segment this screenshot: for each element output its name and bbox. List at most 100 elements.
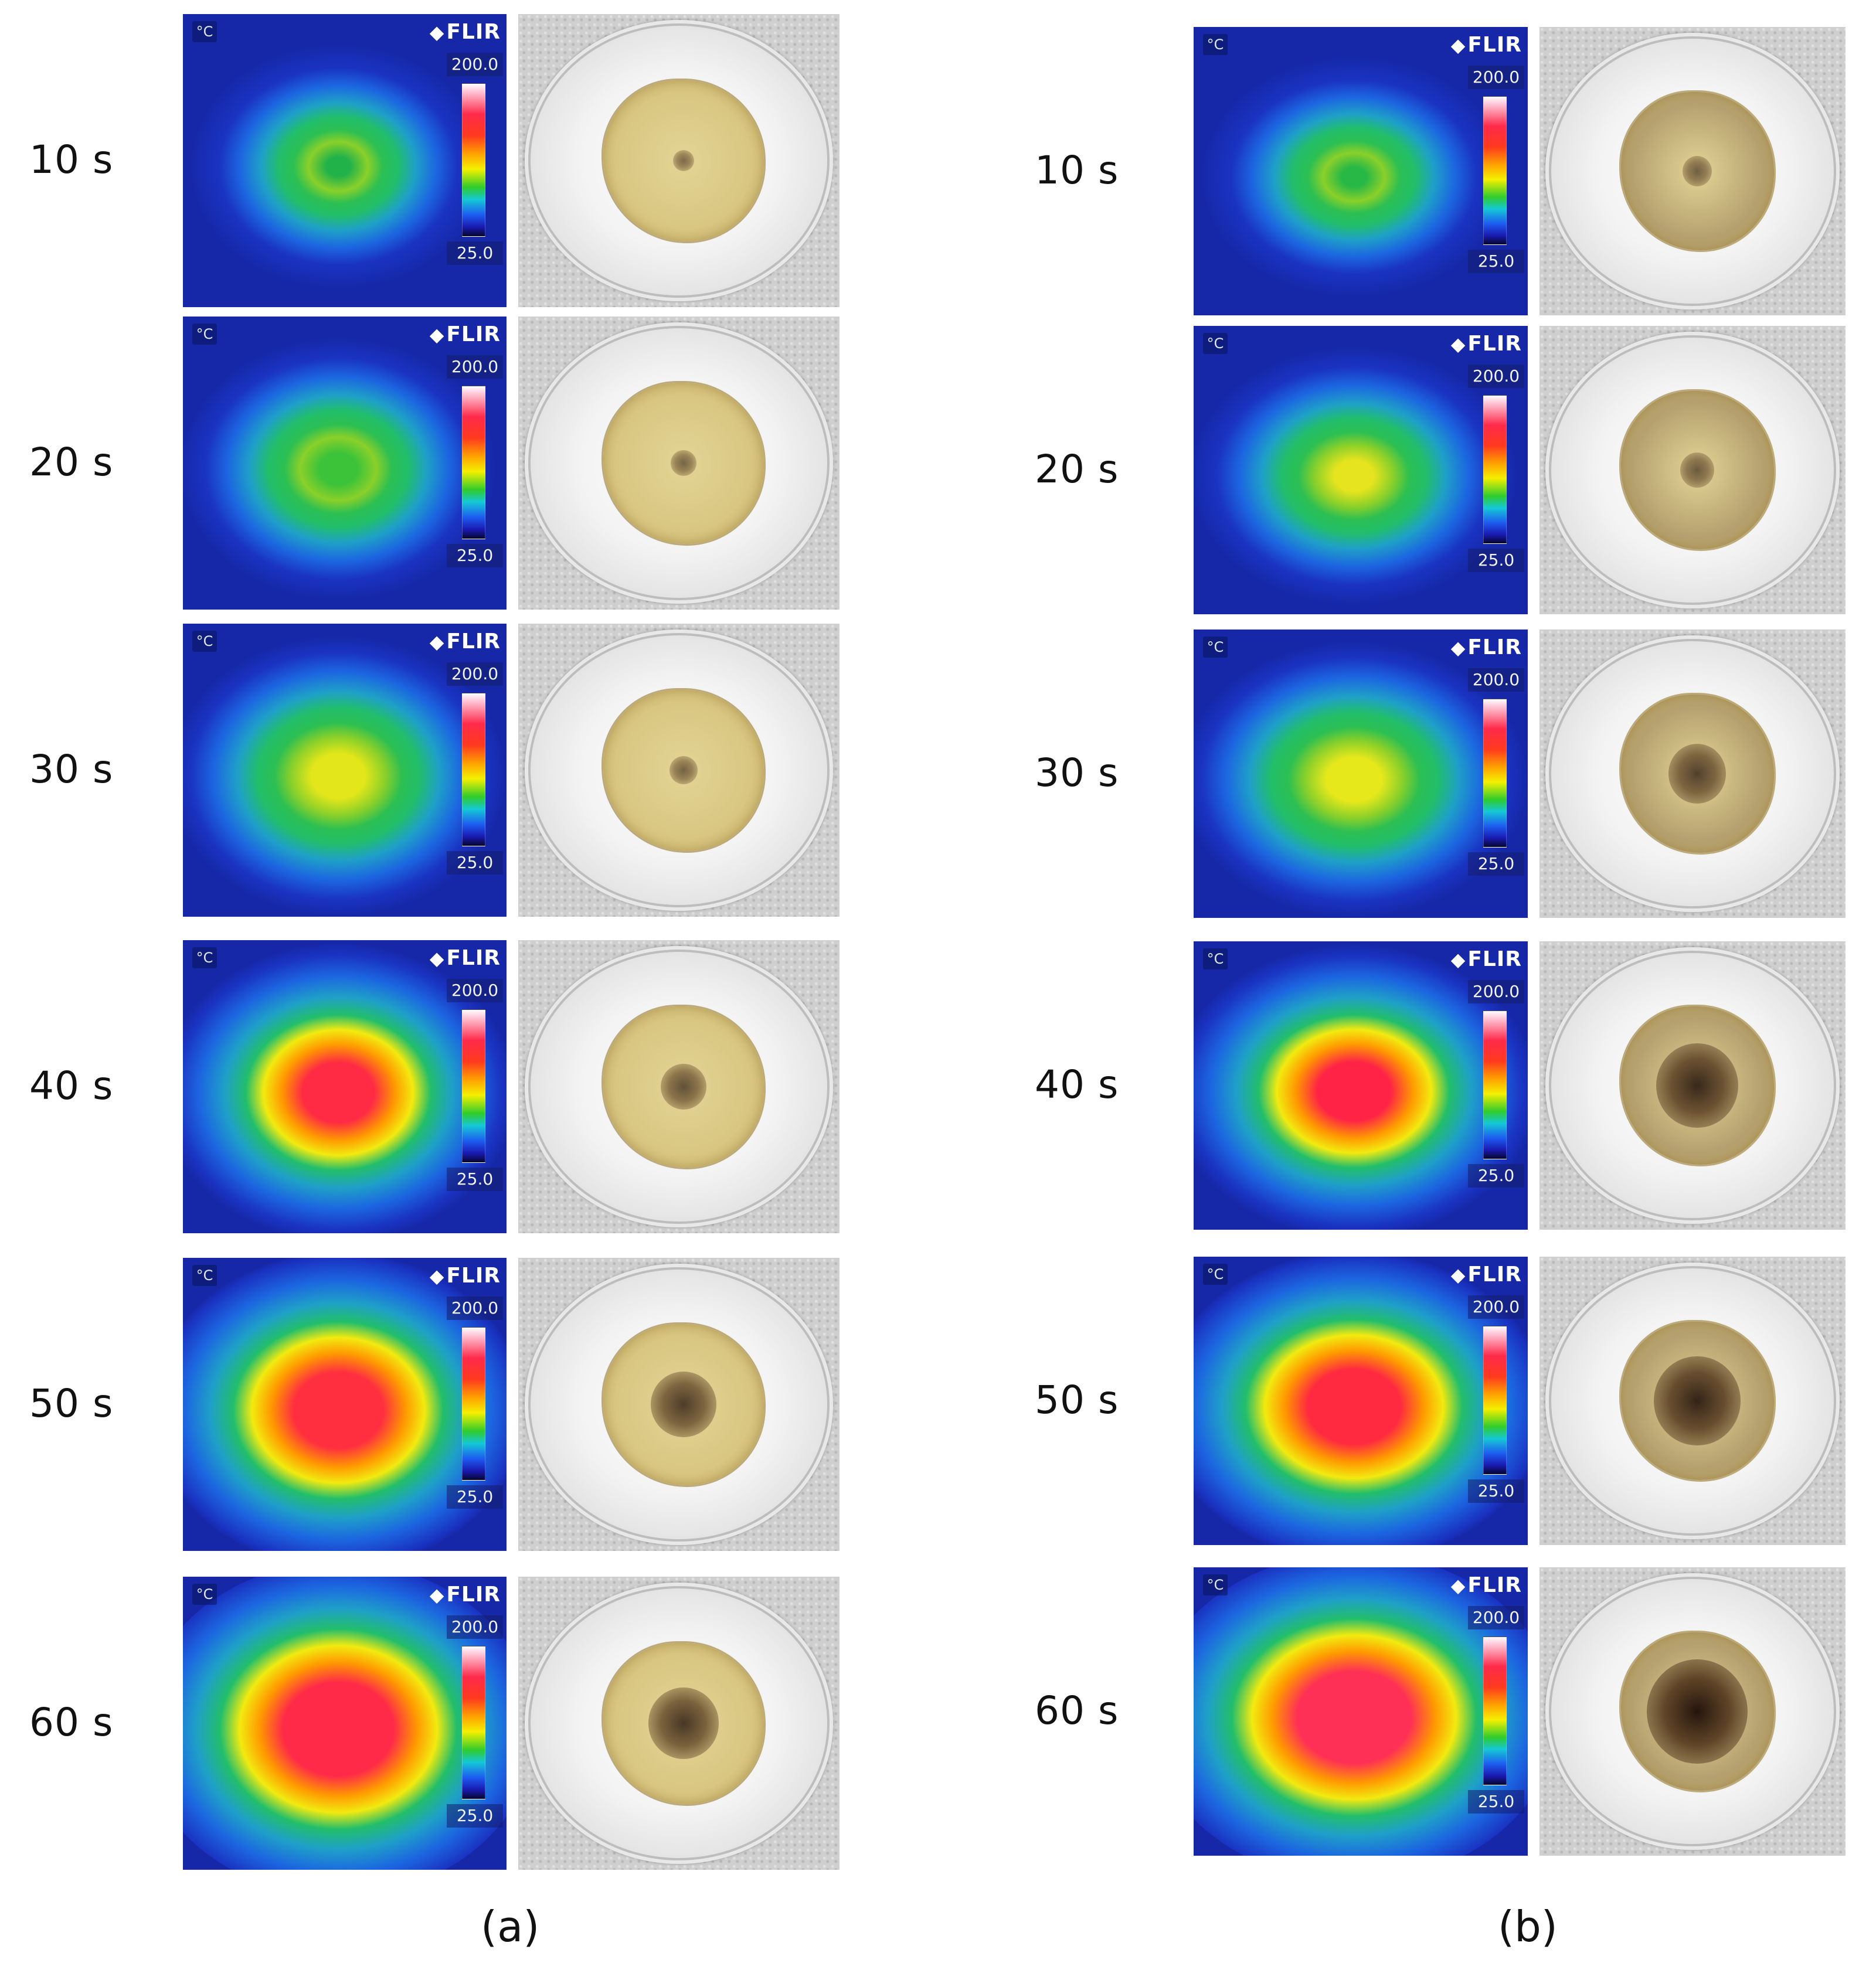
scale-max-label: 200.0 (447, 53, 503, 76)
thermal-image: °C ◆FLIR 200.0 25.0 (1194, 326, 1528, 614)
flir-logo-text: FLIR (1467, 33, 1522, 57)
time-label: 50 s (29, 1381, 114, 1426)
scale-max-label: 200.0 (1468, 1606, 1524, 1629)
unit-label: °C (192, 947, 217, 968)
flir-logo: ◆FLIR (430, 946, 501, 970)
banana-slice (603, 1642, 764, 1804)
flir-logo-icon: ◆ (1450, 948, 1466, 971)
time-label: 40 s (29, 1063, 114, 1108)
scale-min-label: 25.0 (447, 1485, 503, 1509)
scale-max-label: 200.0 (1468, 980, 1524, 1003)
sample-photo (518, 1258, 840, 1551)
sample-photo (1539, 1567, 1846, 1856)
thermal-image: °C ◆FLIR 200.0 25.0 (183, 14, 507, 307)
scale-max-label: 200.0 (1468, 1295, 1524, 1319)
flir-logo-text: FLIR (1467, 1573, 1522, 1597)
char-mark (650, 1371, 717, 1438)
flir-logo-icon: ◆ (429, 1265, 445, 1287)
scale-max-label: 200.0 (1468, 668, 1524, 692)
thermal-image: °C ◆FLIR 200.0 25.0 (1194, 1257, 1528, 1545)
flir-logo-icon: ◆ (1450, 333, 1466, 355)
scale-max-label: 200.0 (447, 355, 503, 379)
unit-label: °C (192, 1265, 217, 1286)
char-mark (1668, 743, 1727, 804)
scale-min-label: 25.0 (1468, 250, 1524, 273)
flir-logo-icon: ◆ (429, 324, 445, 346)
flir-logo: ◆FLIR (430, 630, 501, 654)
color-scale-bar (462, 693, 485, 846)
flir-logo-text: FLIR (1467, 947, 1522, 971)
flir-logo-icon: ◆ (1450, 1574, 1466, 1597)
flir-logo-icon: ◆ (429, 1584, 445, 1606)
time-label: 30 s (29, 747, 114, 792)
char-mark (1682, 155, 1712, 187)
scale-min-label: 25.0 (1468, 1164, 1524, 1188)
flir-logo-icon: ◆ (1450, 1264, 1466, 1286)
thermal-image: °C ◆FLIR 200.0 25.0 (183, 624, 507, 917)
banana-slice (603, 80, 764, 241)
flir-logo-text: FLIR (446, 630, 501, 654)
thermal-image: °C ◆FLIR 200.0 25.0 (1194, 630, 1528, 918)
color-scale-bar (1483, 1636, 1507, 1785)
time-label: 60 s (29, 1700, 114, 1745)
scale-min-label: 25.0 (1468, 549, 1524, 572)
sample-photo (1539, 630, 1846, 918)
banana-slice (1620, 1321, 1774, 1481)
char-mark (648, 1687, 719, 1759)
scale-max-label: 200.0 (1468, 66, 1524, 89)
sample-photo (1539, 27, 1846, 315)
scale-min-label: 25.0 (1468, 852, 1524, 876)
flir-logo: ◆FLIR (1451, 1573, 1522, 1597)
thermal-image: °C ◆FLIR 200.0 25.0 (1194, 1567, 1528, 1856)
color-scale-bar (462, 386, 485, 539)
time-label: 10 s (29, 137, 114, 182)
char-mark (673, 149, 694, 171)
scale-max-label: 200.0 (447, 1297, 503, 1320)
flir-logo-icon: ◆ (429, 947, 445, 969)
char-mark (1656, 1043, 1738, 1128)
unit-label: °C (1203, 1264, 1228, 1285)
time-label: 60 s (1035, 1688, 1119, 1733)
banana-slice (603, 1006, 764, 1168)
flir-logo: ◆FLIR (430, 1264, 501, 1288)
flir-logo-text: FLIR (446, 1583, 501, 1607)
flir-logo-text: FLIR (1467, 332, 1522, 356)
scale-min-label: 25.0 (447, 1804, 503, 1828)
scale-min-label: 25.0 (1468, 1790, 1524, 1814)
flir-logo-icon: ◆ (429, 631, 445, 653)
char-mark (1680, 452, 1715, 488)
sample-photo (1539, 1257, 1846, 1545)
sample-photo (518, 940, 840, 1233)
sample-photo (518, 1577, 840, 1870)
time-label: 10 s (1035, 148, 1119, 193)
scale-max-label: 200.0 (447, 1615, 503, 1639)
color-scale-bar (462, 1327, 485, 1481)
flir-logo: ◆FLIR (1451, 635, 1522, 659)
caption-b: (b) (1498, 1902, 1558, 1951)
sample-photo (518, 624, 840, 917)
unit-label: °C (192, 324, 217, 345)
flir-logo-text: FLIR (446, 946, 501, 970)
flir-logo: ◆FLIR (430, 20, 501, 44)
time-label: 20 s (29, 440, 114, 485)
banana-slice (1620, 91, 1774, 251)
unit-label: °C (1203, 34, 1228, 55)
flir-logo: ◆FLIR (1451, 1263, 1522, 1287)
scale-max-label: 200.0 (447, 662, 503, 686)
flir-logo-text: FLIR (1467, 635, 1522, 659)
sample-photo (1539, 326, 1846, 614)
banana-slice (1620, 1006, 1774, 1165)
banana-slice (603, 1323, 764, 1485)
flir-logo-icon: ◆ (1450, 34, 1466, 56)
color-scale-bar (462, 1009, 485, 1163)
char-mark (660, 1063, 707, 1110)
scale-max-label: 200.0 (447, 979, 503, 1002)
color-scale-bar (462, 83, 485, 237)
color-scale-bar (1483, 395, 1507, 544)
time-label: 20 s (1035, 447, 1119, 492)
unit-label: °C (1203, 1574, 1228, 1595)
char-mark (1654, 1356, 1741, 1446)
flir-logo-text: FLIR (446, 1264, 501, 1288)
